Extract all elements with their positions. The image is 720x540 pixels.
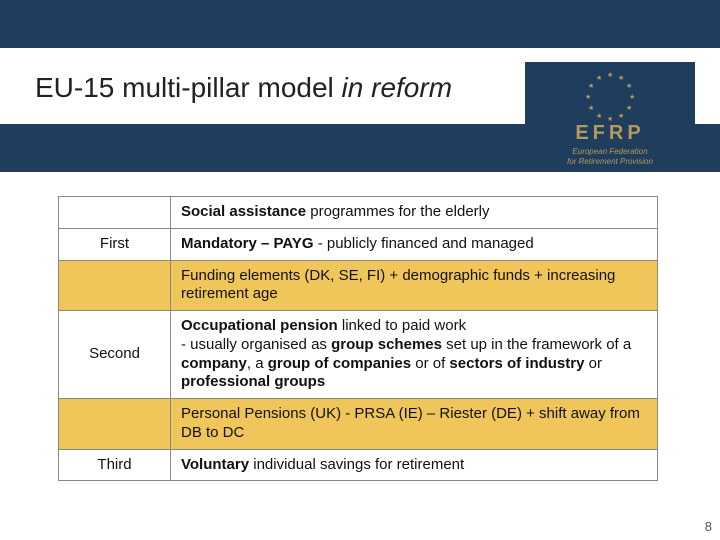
title-area: EU-15 multi-pillar model in reform xyxy=(35,72,500,104)
star-icon: ★ xyxy=(596,114,602,120)
page-title: EU-15 multi-pillar model in reform xyxy=(35,72,500,104)
table-row: FirstMandatory – PAYG - publicly finance… xyxy=(59,228,658,260)
title-plain: EU-15 multi-pillar model xyxy=(35,72,342,103)
pillar-label: Second xyxy=(59,311,171,399)
star-icon: ★ xyxy=(607,117,613,123)
star-icon: ★ xyxy=(626,106,632,112)
star-icon: ★ xyxy=(588,84,594,90)
star-icon: ★ xyxy=(618,114,624,120)
logo-stars: ★★★★★★★★★★★★ xyxy=(582,70,638,126)
star-icon: ★ xyxy=(626,84,632,90)
star-icon: ★ xyxy=(618,76,624,82)
pillar-label: Third xyxy=(59,449,171,481)
star-icon: ★ xyxy=(596,76,602,82)
pillar-label xyxy=(59,399,171,450)
pillar-text: Occupational pension linked to paid work… xyxy=(171,311,658,399)
star-icon: ★ xyxy=(607,73,613,79)
pillar-label: First xyxy=(59,228,171,260)
table-row: ThirdVoluntary individual savings for re… xyxy=(59,449,658,481)
pillar-label xyxy=(59,197,171,229)
star-icon: ★ xyxy=(629,95,635,101)
table-row: Social assistance programmes for the eld… xyxy=(59,197,658,229)
top-band xyxy=(0,0,720,48)
star-icon: ★ xyxy=(585,95,591,101)
table-row: SecondOccupational pension linked to pai… xyxy=(59,311,658,399)
pillar-text: Mandatory – PAYG - publicly financed and… xyxy=(171,228,658,260)
pillar-text: Personal Pensions (UK) - PRSA (IE) – Rie… xyxy=(171,399,658,450)
star-icon: ★ xyxy=(588,106,594,112)
pillar-text: Funding elements (DK, SE, FI) + demograp… xyxy=(171,260,658,311)
pillar-text: Voluntary individual savings for retirem… xyxy=(171,449,658,481)
pillar-label xyxy=(59,260,171,311)
title-italic: in reform xyxy=(342,72,452,103)
pillar-text: Social assistance programmes for the eld… xyxy=(171,197,658,229)
page-number: 8 xyxy=(705,519,712,534)
logo-subtitle: European Federation for Retirement Provi… xyxy=(567,147,653,166)
pillars-table: Social assistance programmes for the eld… xyxy=(58,196,658,481)
logo-box: ★★★★★★★★★★★★ EFRP European Federation fo… xyxy=(525,62,695,170)
table-row: Funding elements (DK, SE, FI) + demograp… xyxy=(59,260,658,311)
table-row: Personal Pensions (UK) - PRSA (IE) – Rie… xyxy=(59,399,658,450)
pillars-tbody: Social assistance programmes for the eld… xyxy=(59,197,658,481)
